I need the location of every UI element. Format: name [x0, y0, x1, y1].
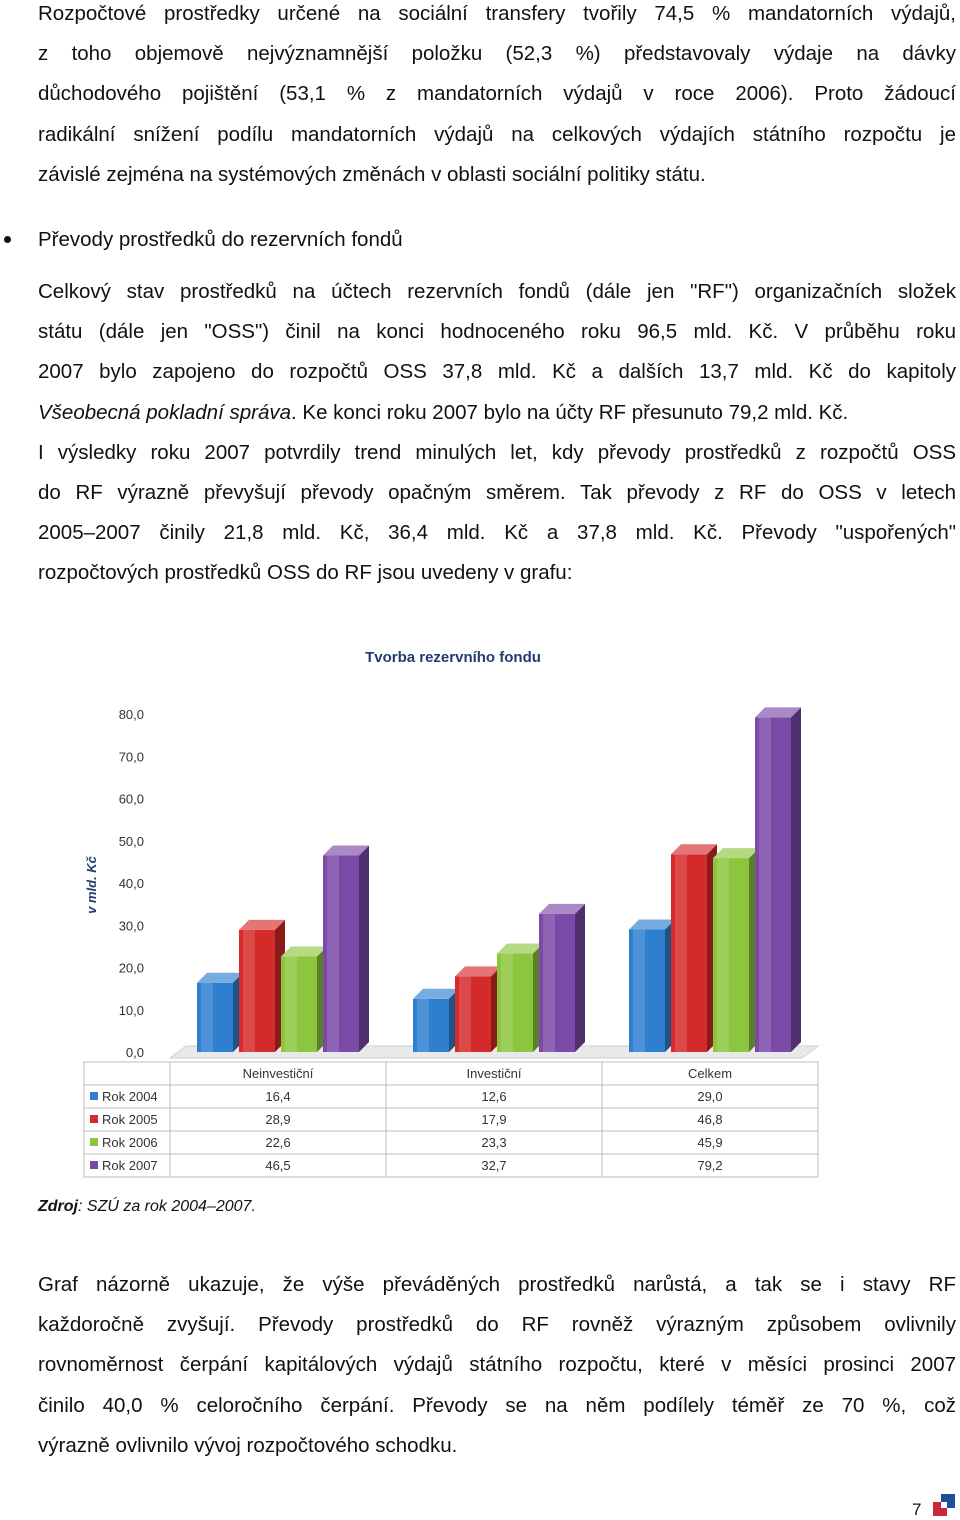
data-label: 46,5 — [265, 1158, 290, 1173]
bars-group — [197, 707, 801, 1052]
y-axis-label: v mld. Kč — [84, 855, 99, 914]
y-tick-label: 50,0 — [119, 834, 144, 849]
y-tick-label: 60,0 — [119, 792, 144, 807]
bar-highlight — [201, 982, 213, 1052]
text-line: Rozpočtové prostředky určené na sociální… — [38, 2, 956, 25]
bar-highlight — [243, 929, 255, 1052]
bar-top — [239, 919, 285, 930]
text-line-mixed: Všeobecná pokladní správa. Ke konci roku… — [38, 393, 956, 433]
bar-top — [713, 848, 759, 859]
data-label: 28,9 — [265, 1112, 290, 1127]
bar-highlight — [633, 929, 645, 1052]
bar-top — [755, 707, 801, 718]
data-label: 29,0 — [697, 1089, 722, 1104]
bar-top — [455, 966, 501, 977]
y-tick-label: 10,0 — [119, 1003, 144, 1018]
data-label: 22,6 — [265, 1135, 290, 1150]
y-tick-label: 70,0 — [119, 749, 144, 764]
bar-highlight — [543, 913, 555, 1052]
bar-highlight — [675, 854, 687, 1052]
bar-side — [791, 707, 801, 1052]
data-label: 16,4 — [265, 1089, 290, 1104]
text-line: radikální snížení podílu mandatorních vý… — [38, 122, 956, 146]
data-label: 32,7 — [481, 1158, 506, 1173]
paragraph-intro: Rozpočtové prostředky určené na sociální… — [38, 0, 956, 195]
text-line: 2007 bylo zapojeno do rozpočtů OSS 37,8 … — [38, 360, 956, 384]
data-label: 23,3 — [481, 1135, 506, 1150]
text-line: Graf názorně ukazuje, že výše převáděnýc… — [38, 1273, 956, 1296]
bar-top — [323, 845, 369, 856]
bullet-heading: Převody prostředků do rezervních fondů — [38, 228, 403, 251]
legend-label: Rok 2005 — [102, 1112, 158, 1127]
legend-swatch — [90, 1161, 98, 1169]
source-label: Zdroj — [38, 1198, 78, 1215]
text-line: závislé zejména na systémových změnách v… — [38, 162, 706, 186]
legend-label: Rok 2007 — [102, 1158, 158, 1173]
text-line: Celkový stav prostředků na účtech rezerv… — [38, 280, 956, 303]
page-number: 7 — [912, 1500, 922, 1519]
data-table: Neinvestiční Investiční Celkem Rok 2004 16,4… — [83, 1061, 819, 1178]
category-label: Celkem — [688, 1066, 732, 1081]
category-label: Neinvestiční — [243, 1066, 314, 1081]
y-tick-label: 40,0 — [119, 876, 144, 891]
chart-svg: Tvorba rezervního fondu v mld. Kč 0,0 10,… — [83, 649, 820, 1178]
source-text: : SZÚ za rok 2004–2007. — [78, 1198, 256, 1215]
legend-swatch — [90, 1138, 98, 1146]
category-label: Investiční — [467, 1066, 522, 1081]
text-line: do RF výrazně převyšují převody opačným … — [38, 481, 956, 505]
legend-swatch — [90, 1092, 98, 1100]
bar-side — [359, 845, 369, 1052]
text-line: z toho objemově nejvýznamnější položku (… — [38, 42, 956, 66]
text-line: každoročně zvyšují. Převody prostředků d… — [38, 1313, 956, 1337]
source-note: Zdroj: SZÚ za rok 2004–2007. — [38, 1198, 256, 1216]
italic-chapter-name: Všeobecná pokladní správa — [38, 400, 292, 424]
bar-highlight — [459, 976, 471, 1052]
y-tick-label: 20,0 — [119, 961, 144, 976]
data-label: 17,9 — [481, 1112, 506, 1127]
bar-highlight — [285, 956, 297, 1052]
bar-side — [575, 903, 585, 1052]
text-fragment: . Ke konci roku 2007 bylo na účty RF pře… — [291, 400, 849, 424]
table-frame — [83, 1061, 819, 1178]
bar-top — [281, 946, 327, 957]
bar-highlight — [417, 998, 429, 1052]
bar-top — [197, 972, 243, 983]
bar-top — [671, 844, 717, 855]
bullet-icon — [4, 236, 11, 243]
paragraph-reserve-funds: Celkový stav prostředků na účtech rezerv… — [38, 272, 956, 594]
bar-highlight — [759, 717, 771, 1052]
bar-highlight — [717, 858, 729, 1052]
data-label: 79,2 — [697, 1158, 722, 1173]
text-line: 2005–2007 činily 21,8 mld. Kč, 36,4 mld.… — [38, 521, 956, 545]
y-tick-label: 80,0 — [119, 707, 144, 722]
text-line: rozpočtových prostředků OSS do RF jsou u… — [38, 561, 573, 585]
data-label: 45,9 — [697, 1135, 722, 1150]
text-line: činilo 40,0 % celoročního čerpání. Převo… — [38, 1393, 956, 1417]
data-label: 46,8 — [697, 1112, 722, 1127]
text-line: výrazně ovlivnilo vývoj rozpočtového sch… — [38, 1433, 458, 1457]
chart-reserve-fund: Tvorba rezervního fondu v mld. Kč 0,0 10,… — [58, 620, 828, 1180]
legend-label: Rok 2004 — [102, 1089, 158, 1104]
y-tick-label: 30,0 — [119, 918, 144, 933]
bar-highlight — [501, 953, 513, 1052]
bar-top — [629, 919, 675, 930]
bar-top — [497, 943, 543, 954]
text-line: důchodového pojištění (53,1 % z mandator… — [38, 82, 956, 106]
bar-highlight — [327, 855, 339, 1052]
bar-top — [413, 988, 459, 999]
y-tick-label: 0,0 — [126, 1045, 144, 1060]
chart-title: Tvorba rezervního fondu — [365, 649, 541, 666]
paragraph-conclusion: Graf názorně ukazuje, že výše převáděnýc… — [38, 1265, 956, 1466]
legend-swatch — [90, 1115, 98, 1123]
logo-icon — [933, 1494, 955, 1516]
legend-label: Rok 2006 — [102, 1135, 158, 1150]
text-line: státu (dále jen "OSS") činil na konci ho… — [38, 320, 956, 344]
bar-top — [539, 903, 585, 914]
text-line: rovnoměrnost čerpání kapitálových výdajů… — [38, 1353, 956, 1377]
text-line: I výsledky roku 2007 potvrdily trend min… — [38, 440, 956, 464]
data-label: 12,6 — [481, 1089, 506, 1104]
